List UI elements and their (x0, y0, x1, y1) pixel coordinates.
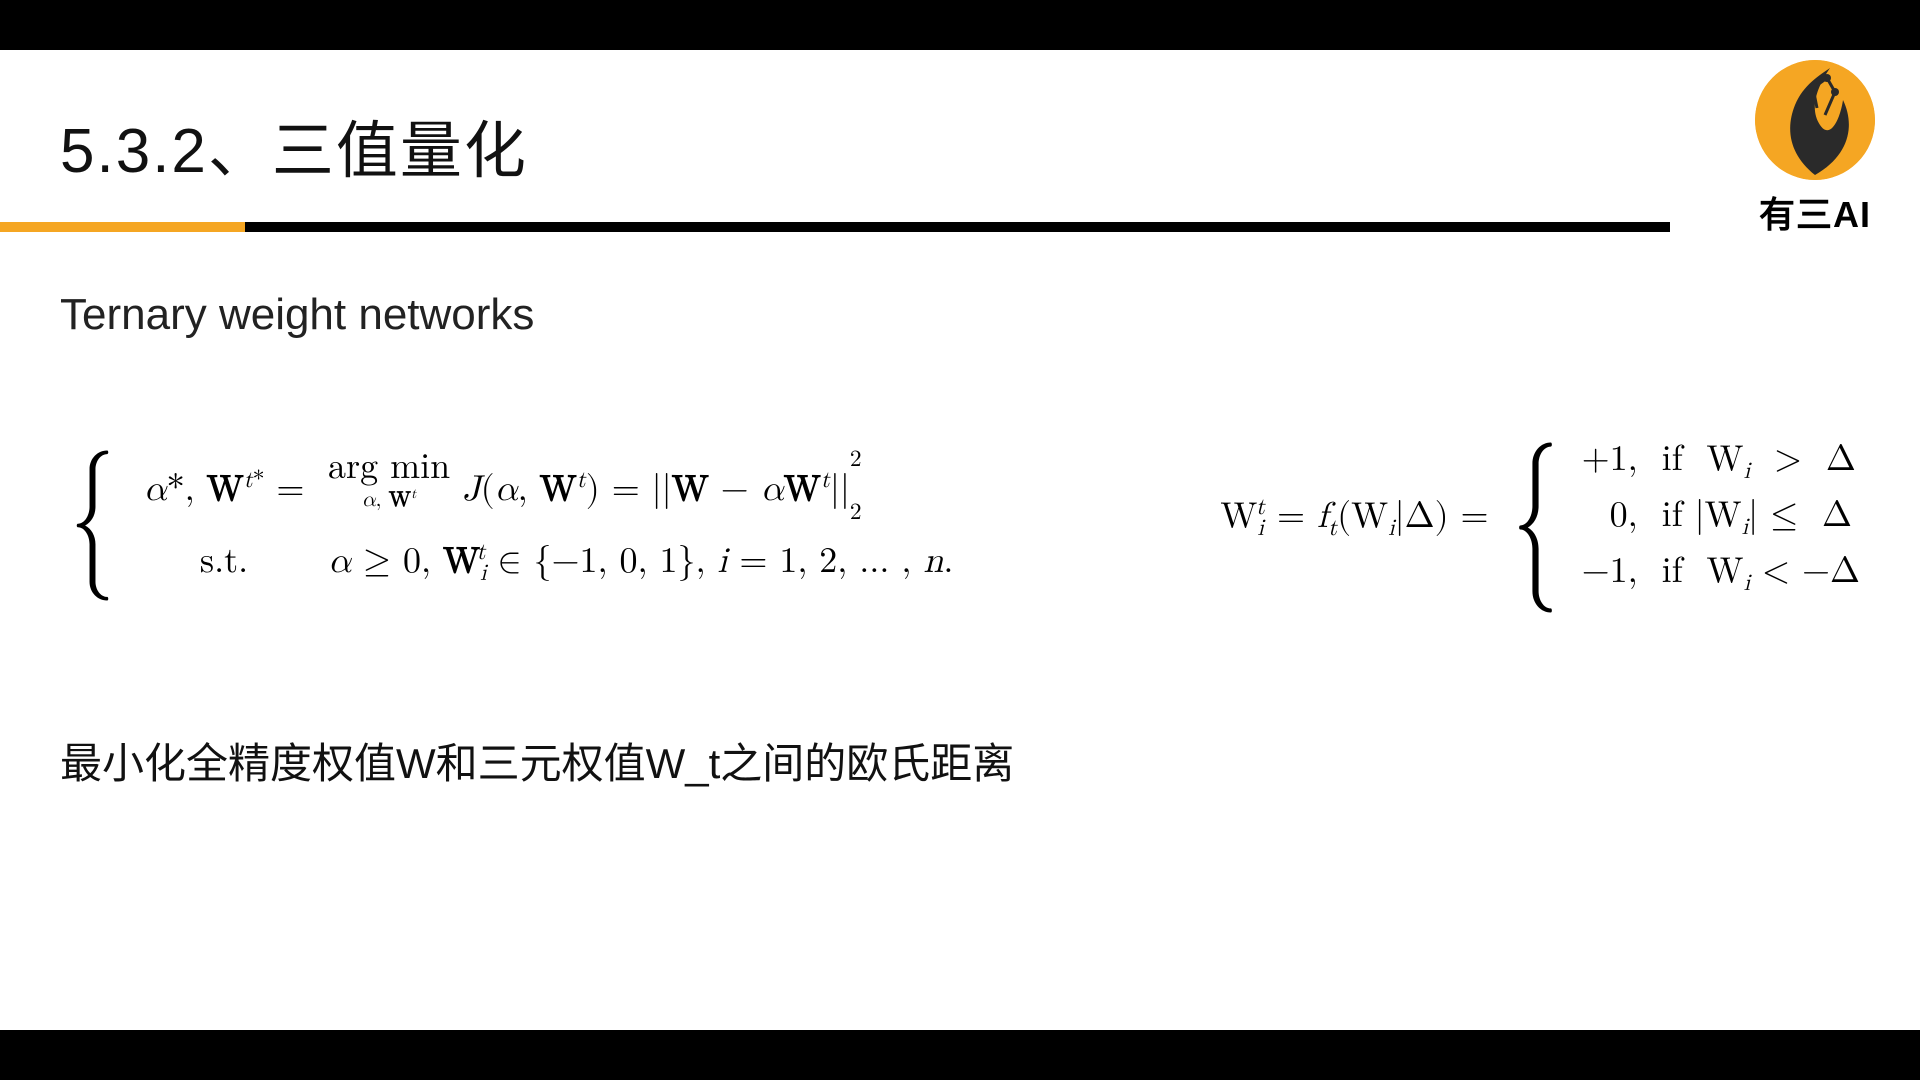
title-underline (0, 222, 1670, 232)
slide-title: 5.3.2、三值量化 (60, 100, 528, 190)
equation-optimization: { α*, Wt* = arg minα, Wt J(α, Wt) = ||W … (55, 435, 953, 602)
logo-icon (1755, 60, 1875, 180)
slide-description: 最小化全精度权值W和三元权值W_t之间的欧氏距离 (60, 730, 1014, 791)
slide-subtitle: Ternary weight networks (60, 290, 534, 340)
brand-logo: 有三AI (1750, 60, 1880, 238)
logo-text: 有三AI (1750, 186, 1880, 238)
title-underline-accent (0, 222, 245, 232)
equation-area: { α*, Wt* = arg minα, Wt J(α, Wt) = ||W … (55, 430, 1880, 607)
slide: 5.3.2、三值量化 有三AI Ternary weight networks … (0, 50, 1920, 1030)
equation-threshold: Wit = ft(Wi|Δ) = { +1,if Wi > Δ 0,if |Wi… (1220, 430, 1860, 607)
